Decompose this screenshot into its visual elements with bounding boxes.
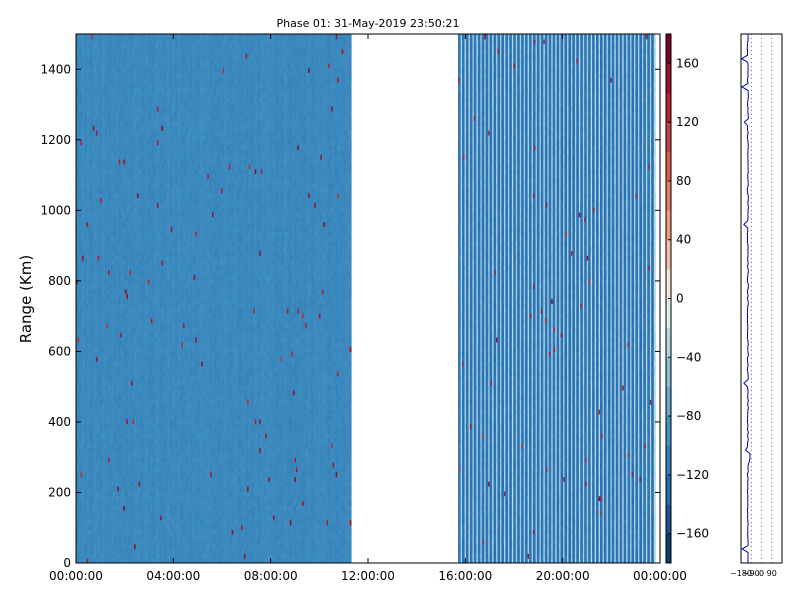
heatmap-plot: 00:00:00 04:00:00 08:00:00 12:00:00 16:00:00… — [40, 34, 687, 583]
chart: Phase 01: 31-May-2019 23:50:21 Range (Km… — [0, 0, 800, 600]
heatmap-cells — [76, 34, 656, 564]
y-axis-label: Range (Km) — [17, 255, 35, 343]
chart-title: Phase 01: 31-May-2019 23:50:21 — [277, 17, 460, 30]
